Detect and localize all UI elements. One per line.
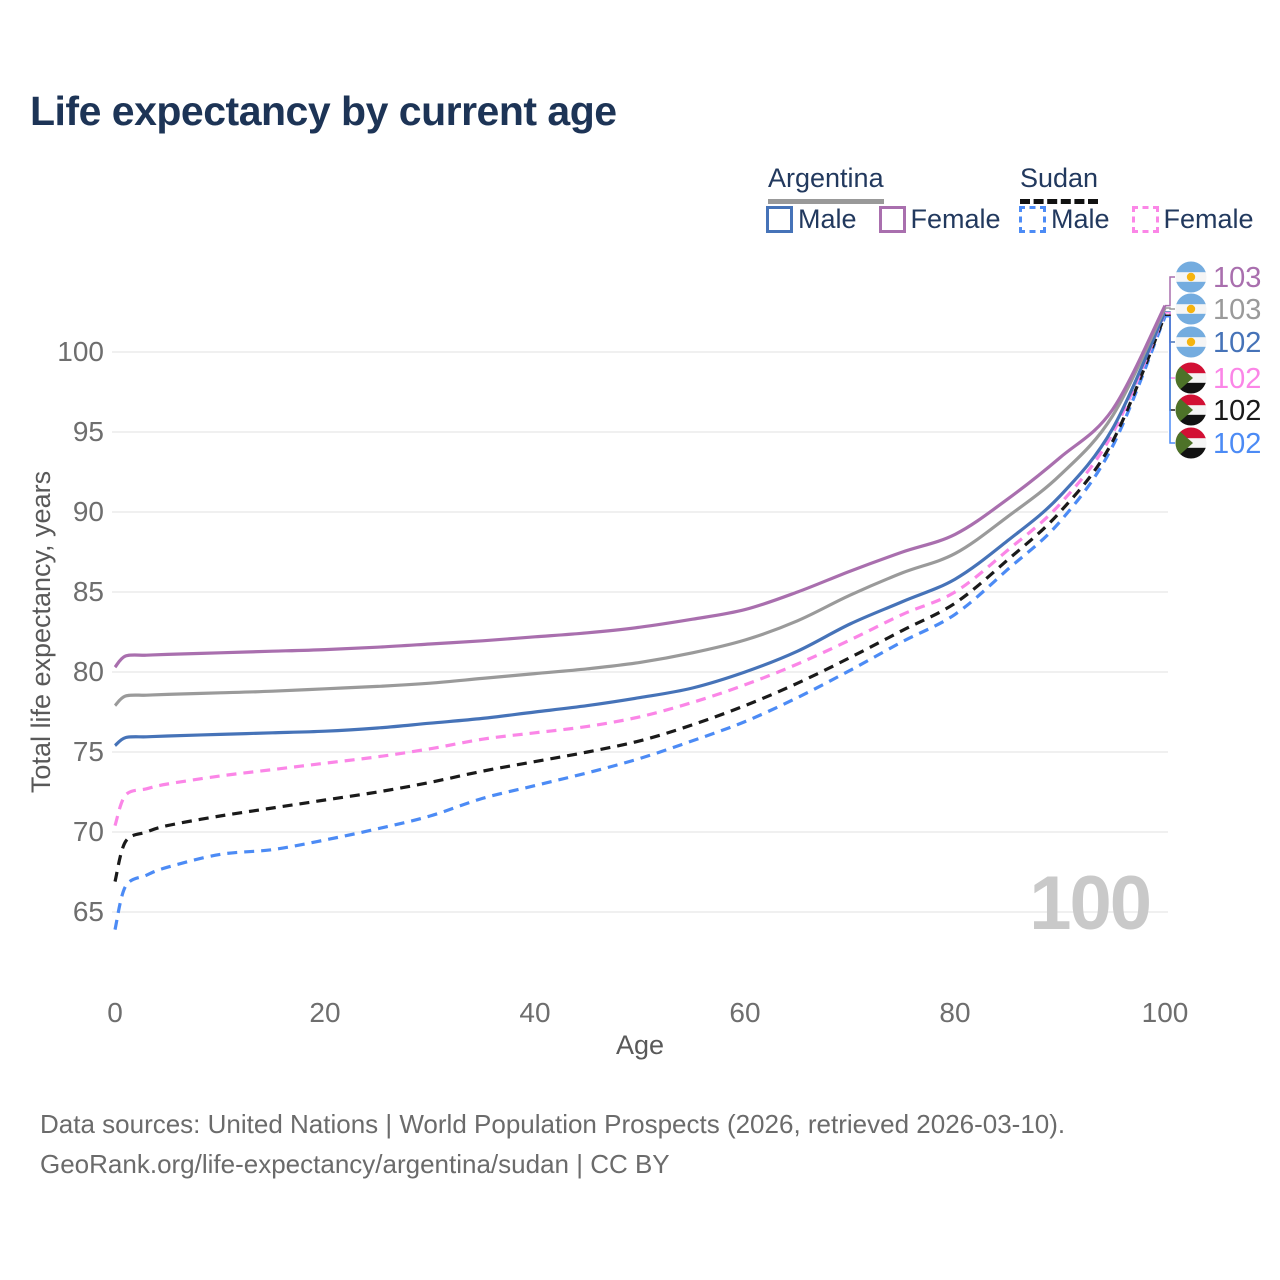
series-line-sudan-male [113, 316, 1167, 930]
label-connector-sudan-male [1165, 316, 1175, 444]
legend-argentina-male-label[interactable]: Male [798, 204, 857, 234]
series-line-argentina-both-sexes [113, 307, 1167, 707]
y-axis-title: Total life expectancy, years [26, 471, 56, 793]
y-axis-tick-label: 85 [73, 576, 104, 607]
label-connector-argentina-female [1165, 276, 1175, 307]
legend-country-argentina: Argentina [768, 163, 884, 204]
argentina-flag-icon [1175, 293, 1207, 325]
y-axis-tick-label: 95 [73, 416, 104, 447]
end-value-label-argentina-male: 102 [1213, 327, 1261, 359]
footer-data-sources: Data sources: United Nations | World Pop… [40, 1109, 1066, 1139]
legend-country-sudan: Sudan [1020, 163, 1099, 204]
legend-row-sudan: Male Female [1019, 204, 1276, 235]
end-value-label-sudan-male: 102 [1213, 428, 1261, 460]
y-axis-tick-label: 100 [57, 336, 104, 367]
series-line-sudan-both-sexes [113, 314, 1167, 883]
label-connector-argentina-both-sexes [1165, 307, 1175, 310]
end-value-label-sudan-female: 102 [1213, 363, 1261, 395]
legend-sudan-name[interactable]: Sudan [1020, 163, 1099, 204]
y-axis-tick-label: 90 [73, 496, 104, 527]
sudan-flag-icon [1175, 394, 1207, 426]
legend-sudan-female-label[interactable]: Female [1163, 204, 1254, 234]
y-axis-tick-label: 65 [73, 896, 104, 927]
page-title: Life expectancy by current age [30, 88, 617, 134]
sudan-flag-icon [1175, 427, 1207, 459]
series-line-sudan-female [113, 312, 1167, 827]
footer: Data sources: United Nations | World Pop… [40, 1104, 1065, 1184]
x-axis-title: Age [616, 1030, 664, 1060]
legend-argentina-female-swatch[interactable] [878, 206, 906, 233]
legend-argentina-male-swatch[interactable] [766, 206, 793, 233]
end-value-label-argentina-both-sexes: 103 [1213, 294, 1261, 326]
x-axis-tick-label: 0 [107, 997, 123, 1028]
argentina-flag-icon [1175, 326, 1207, 358]
legend: Argentina Sudan Male Female Male Female [0, 0, 1280, 250]
age-counter-watermark: 100 [1029, 861, 1152, 946]
legend-row-argentina: Male Female [766, 204, 1023, 235]
end-value-label-argentina-female: 103 [1213, 262, 1261, 294]
legend-argentina-name[interactable]: Argentina [768, 163, 884, 204]
x-axis-tick-label: 40 [519, 997, 550, 1028]
series-line-argentina-male [113, 311, 1167, 747]
argentina-flag-icon [1175, 261, 1207, 293]
end-value-label-sudan-both-sexes: 102 [1213, 395, 1261, 427]
y-axis-tick-label: 70 [73, 816, 104, 847]
x-axis-tick-label: 60 [729, 997, 760, 1028]
x-axis-tick-label: 20 [309, 997, 340, 1028]
legend-sudan-male-label[interactable]: Male [1051, 204, 1110, 234]
legend-sudan-female-swatch[interactable] [1131, 206, 1159, 233]
x-axis-tick-label: 100 [1142, 997, 1189, 1028]
footer-attribution-link: GeoRank.org/life-expectancy/argentina/su… [40, 1149, 670, 1179]
y-axis-tick-label: 75 [73, 736, 104, 767]
y-axis-tick-label: 80 [73, 656, 104, 687]
legend-sudan-male-swatch[interactable] [1019, 206, 1046, 233]
series-line-argentina-female [113, 304, 1167, 669]
legend-argentina-female-label[interactable]: Female [910, 204, 1001, 234]
sudan-flag-icon [1175, 362, 1207, 394]
x-axis-tick-label: 80 [939, 997, 970, 1028]
